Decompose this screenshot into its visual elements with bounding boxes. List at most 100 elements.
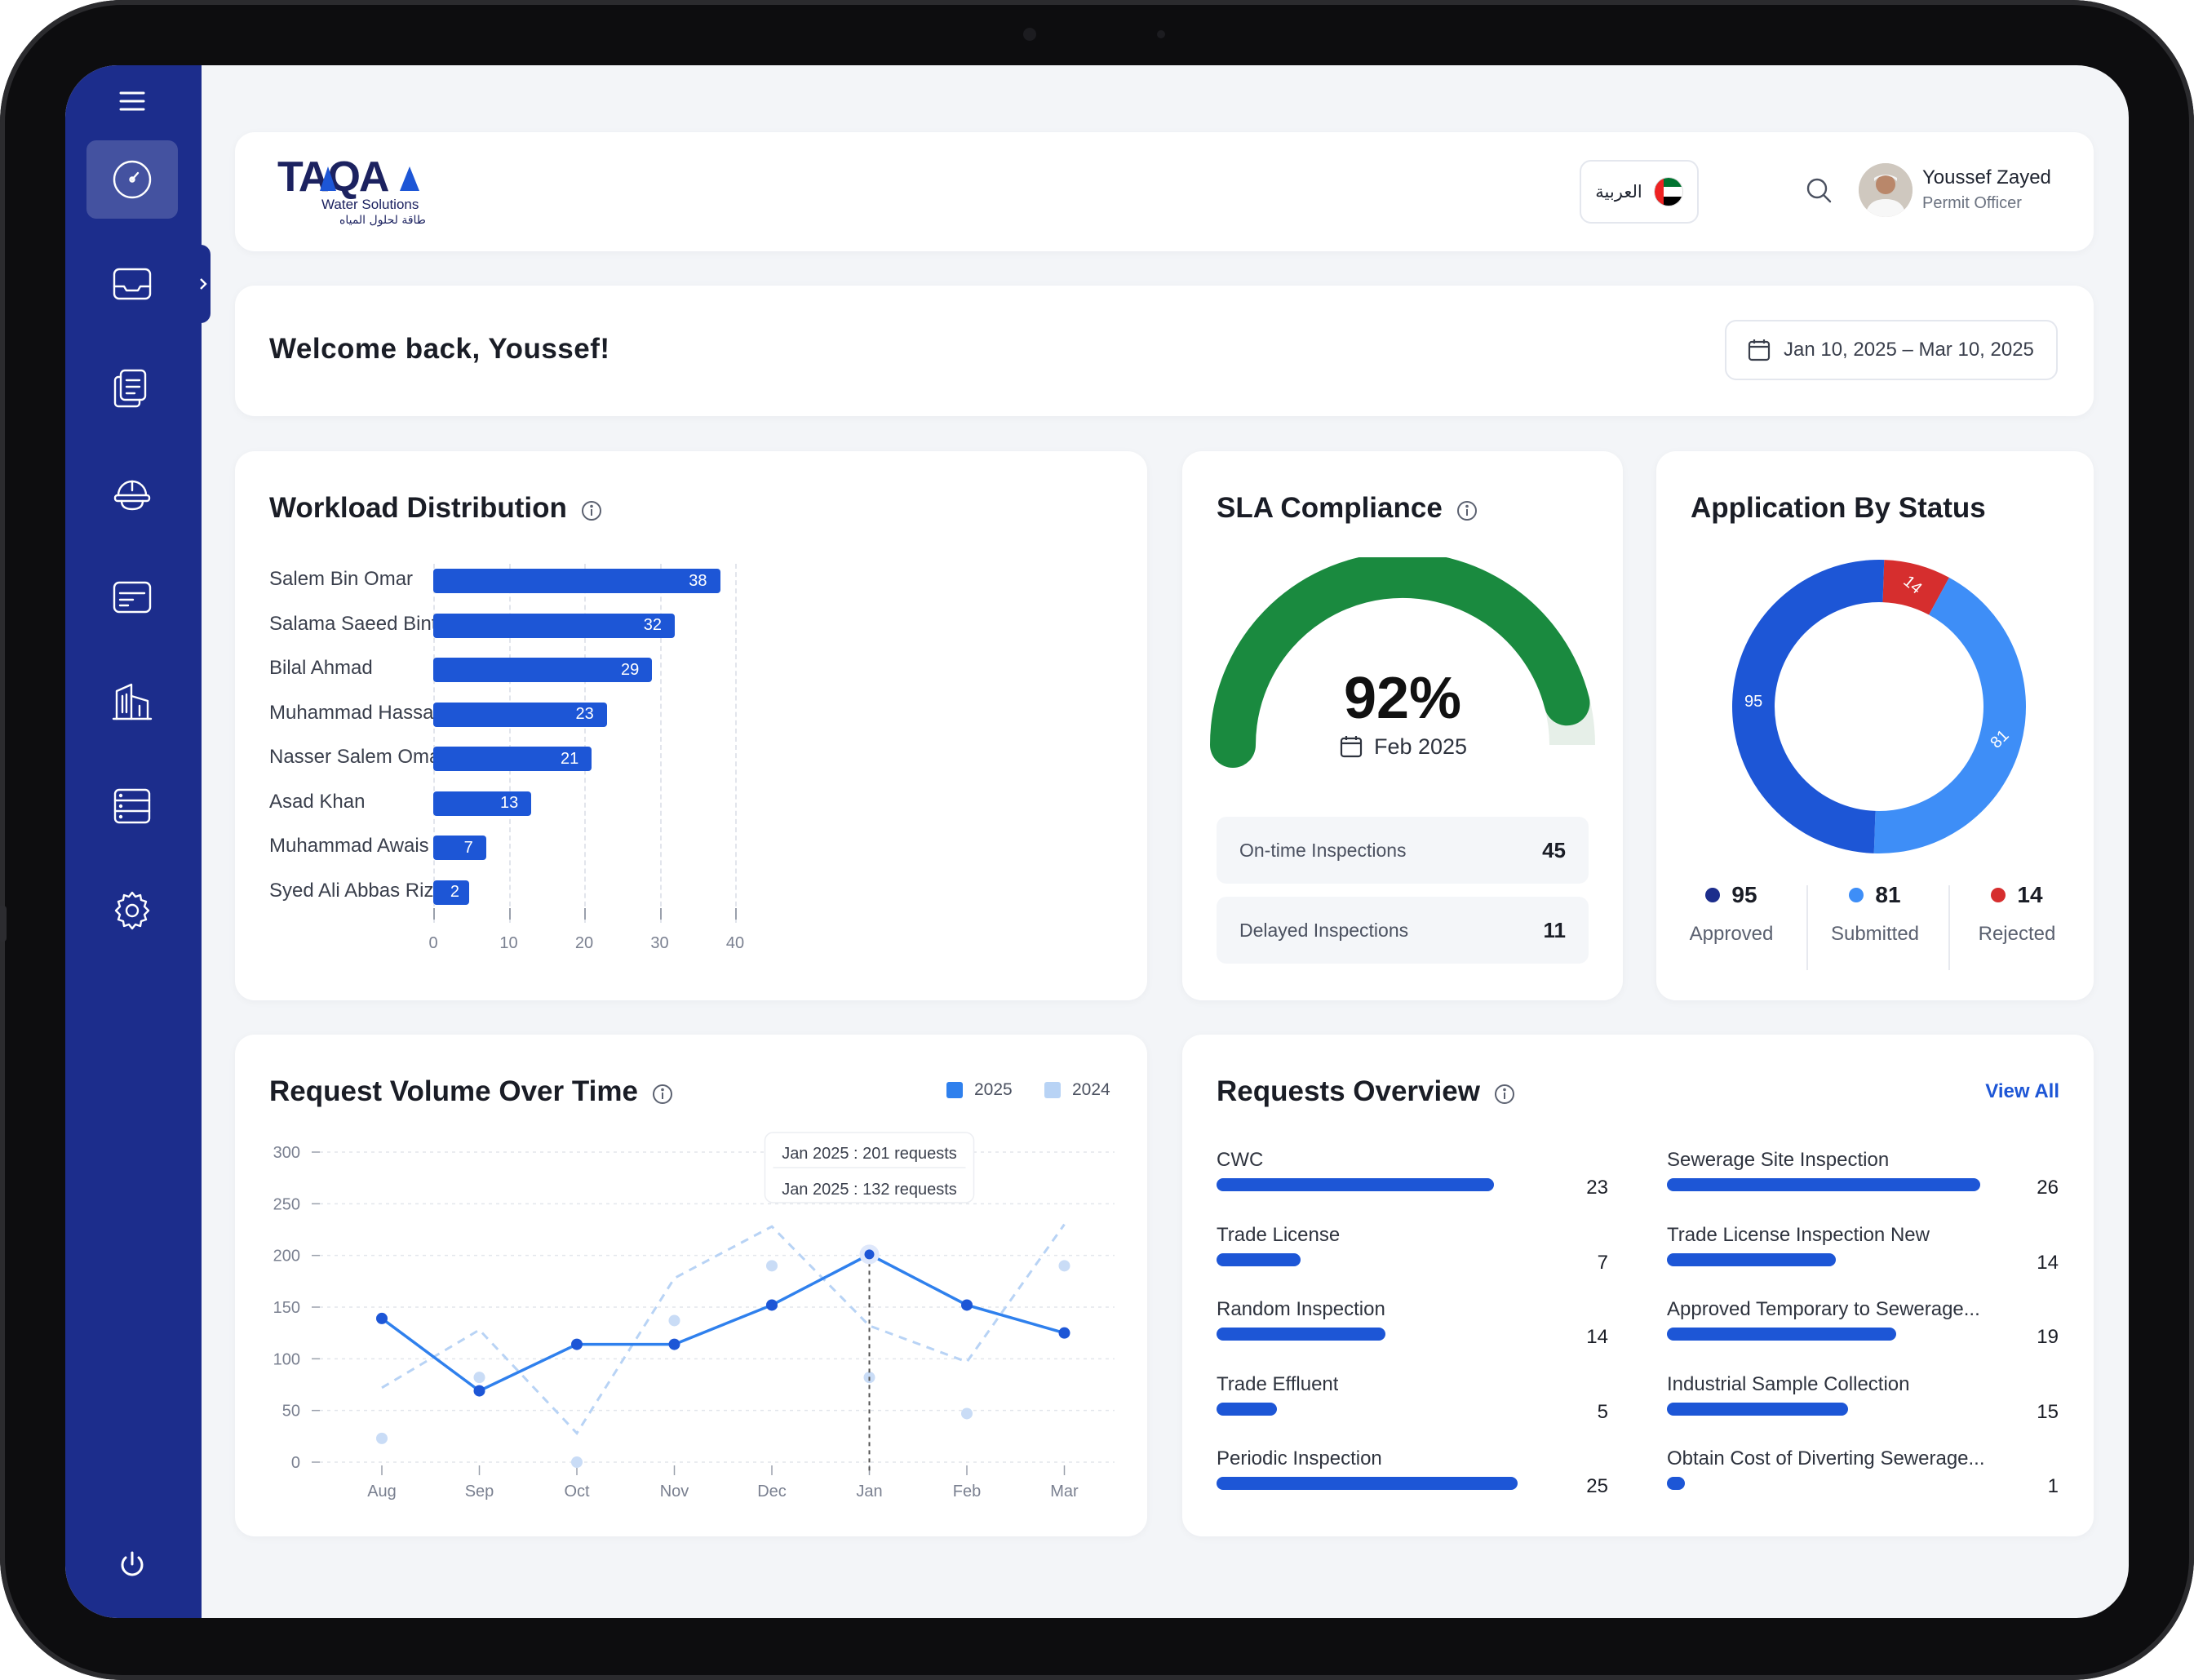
inbox-icon: [113, 268, 152, 300]
data-point-2024[interactable]: [1058, 1260, 1070, 1272]
uae-flag-icon: [1653, 177, 1683, 206]
sidebar-item-documents[interactable]: [86, 349, 178, 428]
overview-item[interactable]: Trade License 7: [1217, 1224, 1608, 1289]
bar-label: Salem Bin Omar: [269, 568, 414, 590]
overview-item[interactable]: Trade Effluent 5: [1217, 1373, 1608, 1438]
legend-2025[interactable]: 2025: [946, 1080, 1013, 1100]
on-time-inspections-row: On-time Inspections 45: [1217, 817, 1589, 884]
card-title: Request Volume Over Time: [269, 1075, 674, 1108]
sidebar-item-inspections[interactable]: [86, 454, 178, 532]
data-point-2025[interactable]: [473, 1385, 485, 1397]
overview-item[interactable]: Trade License Inspection New 14: [1667, 1224, 2059, 1289]
info-icon[interactable]: [580, 497, 603, 521]
bar[interactable]: 29: [433, 658, 653, 682]
hamburger-icon[interactable]: [113, 82, 152, 121]
submitted-value: 81: [1875, 882, 1901, 907]
x-tick-label: 40: [725, 934, 745, 952]
x-tick-label: 0: [428, 934, 438, 952]
info-icon[interactable]: [1456, 497, 1478, 521]
sidebar-item-payments[interactable]: [86, 558, 178, 636]
x-tick-label: 20: [574, 934, 594, 952]
overview-item-bar: [1667, 1402, 1848, 1416]
data-point-2025[interactable]: [859, 1244, 880, 1265]
donut-slice-approved[interactable]: [1732, 560, 1885, 853]
overview-item-label: Trade License: [1217, 1223, 1341, 1246]
overview-item-label: CWC: [1217, 1149, 1264, 1171]
bar[interactable]: 21: [433, 747, 592, 771]
approved-dot: [1705, 888, 1721, 902]
donut-slice-submitted[interactable]: [1873, 577, 2026, 853]
sidebar-item-dashboard[interactable]: [86, 140, 178, 219]
data-point-2025[interactable]: [376, 1312, 388, 1324]
rejected-label: Rejected: [1978, 923, 2056, 945]
data-point-2024[interactable]: [473, 1372, 485, 1384]
legend-divider: [1806, 885, 1808, 970]
workload-title: Workload Distribution: [269, 492, 567, 524]
overview-item-value: 14: [1586, 1326, 1608, 1348]
view-all-link[interactable]: View All: [1985, 1080, 2059, 1102]
overview-item[interactable]: Random Inspection 14: [1217, 1298, 1608, 1363]
data-point-2024[interactable]: [766, 1260, 778, 1272]
legend-swatch-2024: [1044, 1082, 1061, 1098]
delayed-label: Delayed Inspections: [1239, 919, 1409, 941]
overview-item[interactable]: Industrial Sample Collection 15: [1667, 1373, 2059, 1438]
sidebar-item-records[interactable]: [86, 767, 178, 845]
overview-item[interactable]: Sewerage Site Inspection 26: [1667, 1149, 2059, 1214]
overview-item[interactable]: CWC 23: [1217, 1149, 1608, 1214]
sidebar-item-establishments[interactable]: [86, 663, 178, 741]
avatar[interactable]: [1859, 163, 1913, 217]
info-icon[interactable]: [1493, 1080, 1516, 1104]
date-range-picker[interactable]: Jan 10, 2025 – Mar 10, 2025: [1725, 320, 2058, 380]
overview-item[interactable]: Periodic Inspection 25: [1217, 1447, 1608, 1513]
grid-line: [508, 564, 511, 923]
bar[interactable]: 2: [433, 880, 469, 905]
bar[interactable]: 23: [433, 702, 607, 727]
language-toggle-button[interactable]: العربية: [1580, 160, 1699, 224]
x-tick-label: Nov: [660, 1483, 689, 1500]
user-name[interactable]: Youssef Zayed: [1922, 166, 2051, 188]
sla-period-label: Feb 2025: [1373, 734, 1468, 759]
overview-item-value: 19: [2037, 1326, 2059, 1348]
data-point-2025[interactable]: [961, 1299, 973, 1311]
data-point-2024[interactable]: [376, 1432, 388, 1444]
submitted-dot: [1849, 888, 1864, 902]
requests-overview-card: Requests Overview View All CWC 23 Trade Li…: [1182, 1035, 2094, 1536]
sidebar-item-settings[interactable]: [86, 871, 178, 950]
card-title: Workload Distribution: [269, 492, 603, 525]
expand-sidebar-button[interactable]: [196, 245, 211, 323]
power-icon[interactable]: [113, 1545, 152, 1585]
bar[interactable]: 38: [433, 569, 720, 593]
data-point-2025[interactable]: [766, 1299, 778, 1311]
overview-item[interactable]: Approved Temporary to Sewerage... 19: [1667, 1298, 2059, 1363]
app-screen: TAQA Water Solutions طاقة لحلول المياه ا…: [65, 65, 2129, 1618]
overview-item-value: 7: [1597, 1251, 1608, 1274]
series-line-2024: [381, 1223, 1066, 1435]
taqa-logo: TAQA Water Solutions طاقة لحلول المياه: [277, 155, 426, 227]
data-point-2025[interactable]: [668, 1338, 680, 1350]
overview-item-bar: [1217, 1402, 1277, 1416]
svg-text:TAQA: TAQA: [277, 155, 389, 201]
overview-item-value: 15: [2037, 1400, 2059, 1423]
bar[interactable]: 13: [433, 791, 532, 816]
card-title: Requests Overview: [1217, 1075, 1516, 1108]
sidebar-item-inbox[interactable]: [86, 245, 178, 323]
data-point-2024[interactable]: [571, 1456, 583, 1468]
welcome-title: Welcome back, Youssef!: [269, 333, 610, 365]
speedometer-icon: [113, 160, 152, 199]
x-tick-label: Sep: [465, 1483, 494, 1500]
overview-item[interactable]: Obtain Cost of Diverting Sewerage... 1: [1667, 1447, 2059, 1513]
data-point-2024[interactable]: [961, 1407, 973, 1420]
date-range-label: Jan 10, 2025 – Mar 10, 2025: [1784, 339, 2034, 361]
x-tick-label: Jan: [856, 1483, 882, 1500]
x-tick: [659, 908, 662, 920]
data-point-2025[interactable]: [571, 1338, 583, 1350]
data-point-2024[interactable]: [668, 1314, 680, 1327]
info-icon[interactable]: [651, 1080, 674, 1104]
search-button[interactable]: [1800, 171, 1837, 209]
legend-2024[interactable]: 2024: [1044, 1080, 1110, 1100]
donut-slice-rejected[interactable]: [1882, 560, 1949, 615]
data-point-2025[interactable]: [1058, 1327, 1070, 1339]
y-tick-label: 200: [273, 1248, 300, 1266]
bar[interactable]: 7: [433, 836, 486, 860]
bar[interactable]: 32: [433, 613, 675, 638]
